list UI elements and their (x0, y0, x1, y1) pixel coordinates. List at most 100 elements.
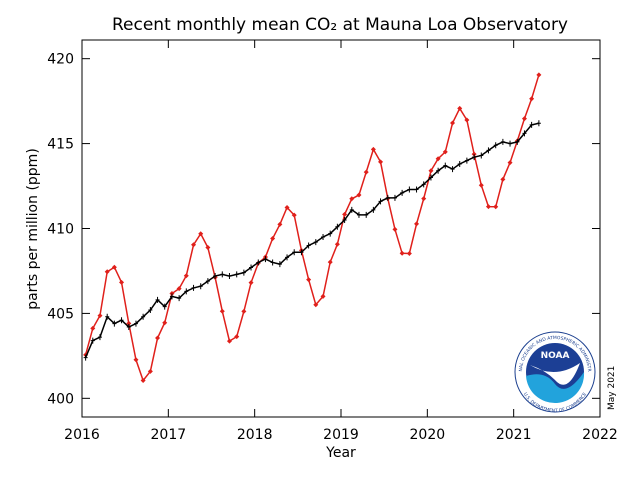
point (183, 273, 189, 279)
point (407, 186, 412, 193)
logo-name: NOAA (541, 351, 570, 361)
point (191, 284, 196, 291)
point (392, 194, 397, 201)
point (486, 147, 491, 154)
point (450, 120, 456, 126)
point (97, 313, 103, 319)
series-line (84, 122, 540, 358)
point (148, 307, 153, 314)
point (205, 278, 210, 285)
x-tick-label: 2020 (410, 427, 446, 443)
logo-wave (526, 372, 585, 404)
point (234, 271, 239, 278)
y-tick-label: 405 (47, 306, 74, 322)
point (400, 189, 405, 196)
point (364, 211, 369, 218)
point (241, 308, 247, 314)
point (414, 221, 420, 227)
point (414, 186, 419, 193)
point (119, 317, 124, 324)
point (471, 151, 477, 157)
point (500, 176, 506, 182)
point (493, 142, 498, 149)
x-axis-label: Year (325, 445, 356, 461)
logo-gull (530, 363, 580, 385)
point (507, 160, 513, 166)
point (284, 204, 290, 210)
point (450, 166, 455, 173)
point (392, 226, 398, 232)
point (436, 167, 441, 174)
point (421, 196, 427, 202)
point (313, 239, 318, 246)
point (529, 121, 534, 128)
point (292, 249, 297, 256)
y-axis-label: parts per million (ppm) (25, 148, 41, 310)
x-tick-label: 2018 (237, 427, 273, 443)
point (112, 320, 117, 327)
point (406, 250, 412, 256)
point (349, 206, 354, 213)
point (335, 223, 340, 230)
point (213, 273, 218, 280)
point (493, 204, 499, 210)
point (147, 368, 153, 374)
point (83, 354, 88, 361)
annotation: May 2021 (607, 366, 617, 410)
point (133, 320, 138, 327)
point (321, 233, 326, 240)
point (378, 159, 384, 165)
point (356, 192, 362, 198)
point (219, 308, 225, 314)
point (521, 116, 527, 122)
point (464, 117, 470, 123)
point (249, 264, 254, 271)
point (306, 242, 311, 249)
y-tick-label: 410 (47, 222, 74, 238)
point (328, 230, 333, 237)
point (263, 256, 268, 263)
point (104, 269, 110, 275)
point (205, 245, 211, 251)
point (241, 269, 246, 276)
point (442, 149, 448, 155)
x-tick-label: 2021 (496, 427, 532, 443)
point (342, 211, 348, 217)
point (140, 377, 146, 383)
point (457, 160, 462, 167)
point (536, 120, 541, 127)
point (356, 211, 361, 218)
point (126, 320, 132, 326)
point (522, 130, 527, 137)
point (327, 259, 333, 265)
point (111, 264, 117, 270)
point (270, 259, 275, 266)
point (529, 96, 535, 102)
point (435, 156, 441, 162)
point (443, 162, 448, 169)
point (270, 236, 276, 242)
point (126, 323, 131, 330)
point (479, 152, 484, 159)
point (378, 198, 383, 205)
point (119, 279, 125, 285)
point (90, 325, 96, 331)
point (349, 196, 355, 202)
point (90, 337, 95, 344)
point (334, 241, 340, 247)
point (285, 254, 290, 261)
point (169, 293, 174, 300)
point (363, 169, 369, 175)
point (306, 277, 312, 283)
point (220, 271, 225, 278)
point (342, 217, 347, 224)
point (198, 283, 203, 290)
point (234, 334, 240, 340)
point (105, 313, 110, 320)
point (277, 261, 282, 268)
point (184, 288, 189, 295)
logo-ring-text: NATIONAL OCEANIC AND ATMOSPHERIC ADMINIS… (0, 0, 592, 372)
y-tick-label: 415 (47, 137, 74, 153)
point (370, 146, 376, 152)
